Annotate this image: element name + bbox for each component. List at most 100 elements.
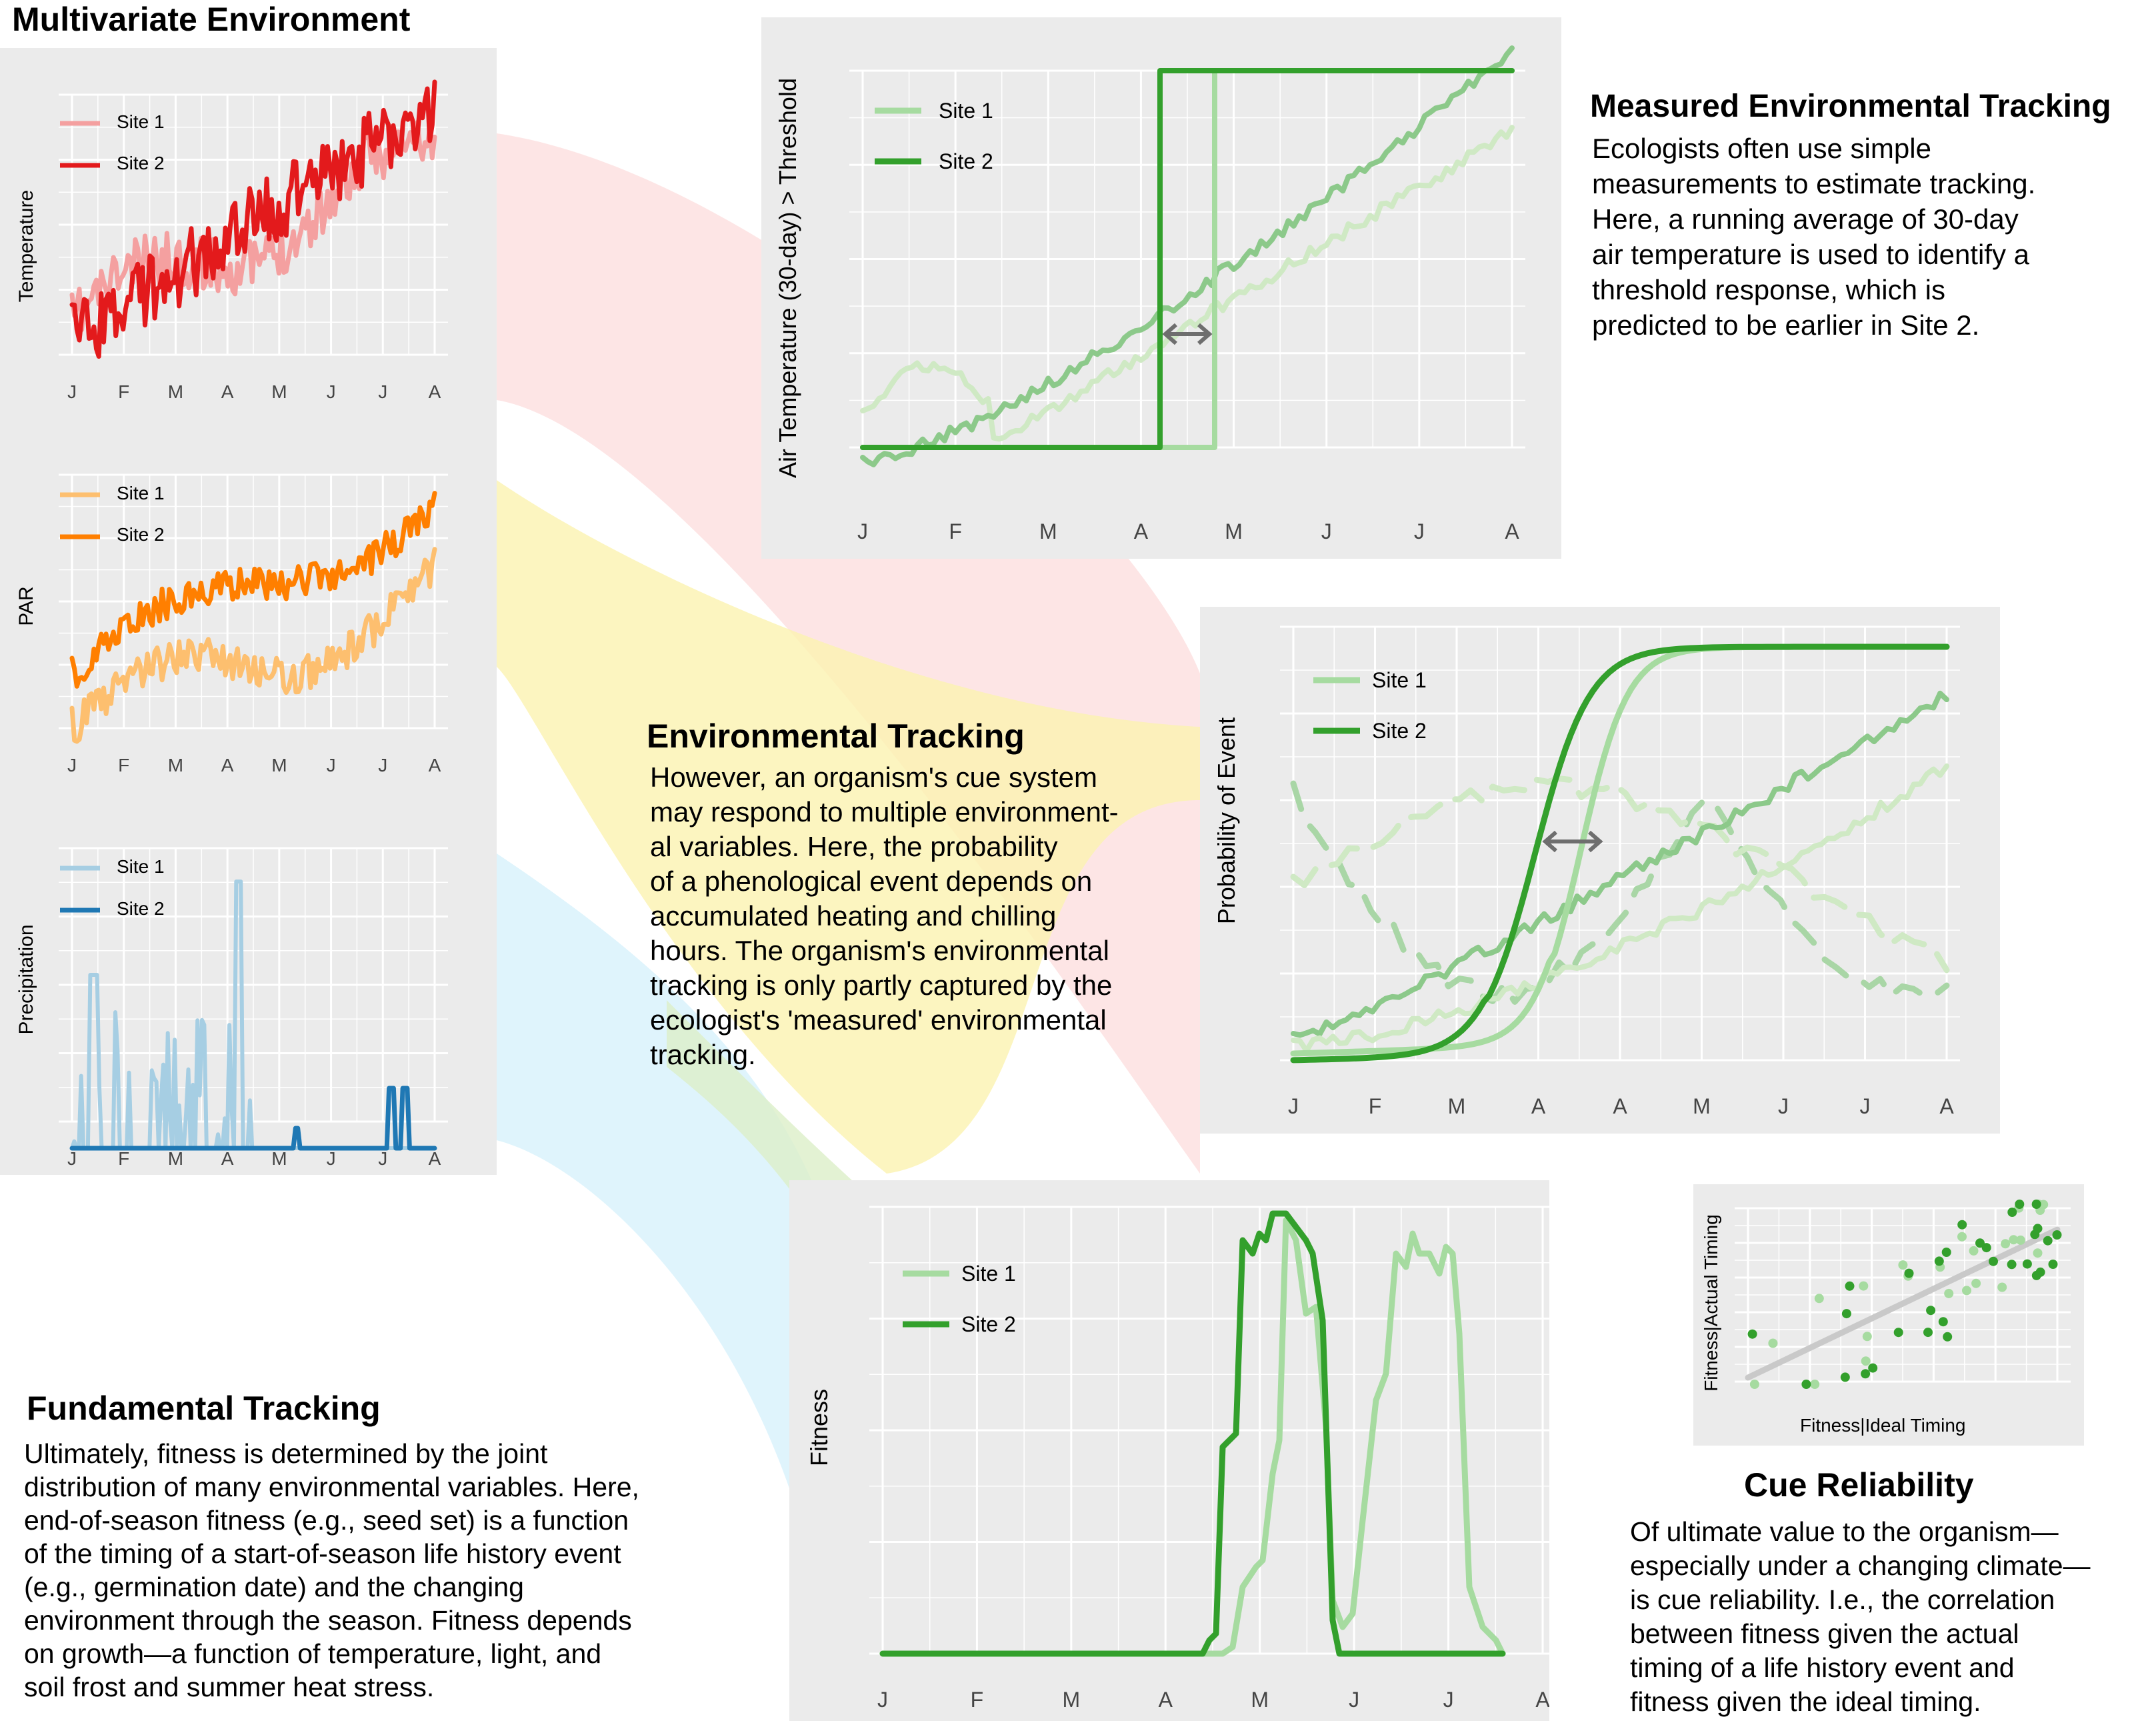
cue-point — [1861, 1356, 1871, 1366]
cue-heading: Cue Reliability — [1744, 1466, 1974, 1504]
fitness-ylabel: Fitness — [805, 1388, 833, 1467]
temperature-ylabel: Temperature — [15, 189, 37, 303]
month-tick-label: A — [1535, 1688, 1549, 1712]
cue-point — [2007, 1260, 2017, 1270]
month-tick-label: M — [1448, 1094, 1466, 1118]
cue-point — [1975, 1238, 1985, 1248]
cue-scatter — [1735, 1200, 2071, 1389]
fitness-series-site2 — [879, 1210, 1506, 1657]
measured-temp-curve-site1 — [860, 125, 1515, 442]
cue-point — [2035, 1267, 2045, 1277]
cue-point — [2015, 1235, 2025, 1245]
measured-ylabel: Air Temperature (30-day) > Threshold — [774, 78, 801, 478]
multivariate-panel: J F M A M J J A Temperature Site 1 Site 2 J F M A M… — [0, 48, 497, 1175]
cue-point — [1814, 1294, 1824, 1304]
cue-point — [1971, 1278, 1981, 1288]
env-arrow-head-right — [1588, 830, 1603, 853]
cue-point — [1841, 1309, 1851, 1319]
cue-point — [1943, 1332, 1953, 1342]
month-tick-label: F — [971, 1688, 984, 1712]
month-tick-label: M — [1039, 519, 1057, 543]
month-tick-label: A — [221, 381, 234, 402]
cue-point — [1840, 1372, 1850, 1382]
temp-legend-site1: Site 1 — [117, 111, 165, 132]
par-series-site1 — [69, 547, 437, 744]
cue-point — [2009, 1235, 2019, 1245]
cue-point — [1801, 1380, 1811, 1389]
month-tick-label: A — [1531, 1094, 1546, 1118]
cue-point — [2007, 1208, 2017, 1217]
env-probability-site2 — [1290, 643, 1950, 1064]
fundamental-heading: Fundamental Tracking — [27, 1390, 381, 1427]
cue-point — [1768, 1338, 1778, 1348]
month-tick-label: M — [1693, 1094, 1711, 1118]
cue-point — [1862, 1332, 1872, 1342]
cue-ylabel: Fitness|Actual Timing — [1701, 1214, 1721, 1392]
month-tick-label: M — [168, 381, 183, 402]
par-legend-site1: Site 1 — [117, 483, 165, 503]
measured-legend-site1: Site 1 — [939, 99, 993, 123]
cue-point — [1989, 1256, 1998, 1266]
month-tick-label: F — [118, 381, 129, 402]
cue-panel: Fitness|Ideal Timing Fitness|Actual Timi… — [1693, 1184, 2084, 1446]
cue-point — [1749, 1380, 1759, 1389]
cue-point — [1962, 1286, 1971, 1296]
measured-temp-curve-site2 — [860, 45, 1515, 467]
month-tick-label: A — [1505, 519, 1519, 543]
band-green — [667, 1000, 867, 1234]
cue-point — [1810, 1380, 1820, 1389]
multivariate-title: Multivariate Environment — [12, 1, 411, 38]
cue-point — [1923, 1328, 1933, 1338]
measured-legend-site2: Site 2 — [939, 149, 993, 173]
band-precip — [497, 853, 820, 1600]
fit-legend-site1: Site 1 — [961, 1262, 1016, 1286]
env-dashed-cue-b — [1290, 775, 1950, 974]
month-tick-label: M — [271, 381, 287, 402]
cue-body: Of ultimate value to the organism— espec… — [1630, 1516, 2091, 1717]
month-tick-label: M — [1225, 519, 1243, 543]
cue-point — [1938, 1317, 1948, 1327]
cue-point — [1926, 1306, 1936, 1316]
cue-point — [2033, 1224, 2043, 1234]
month-tick-label: A — [221, 755, 234, 775]
month-tick-label: M — [271, 1148, 287, 1169]
precip-series-site2 — [69, 1086, 437, 1151]
cue-point — [1957, 1232, 1967, 1242]
measured-arrow-head-left — [1162, 323, 1177, 345]
month-tick-label: J — [857, 519, 868, 543]
month-tick-label: A — [1613, 1094, 1627, 1118]
month-tick-label: M — [1063, 1688, 1081, 1712]
cue-fit-line — [1745, 1226, 2061, 1381]
month-tick-label: J — [1321, 519, 1332, 543]
month-tick-label: J — [1288, 1094, 1299, 1118]
env-accum-curve-site2 — [1291, 690, 1949, 1038]
cue-point — [2031, 1200, 2041, 1209]
month-tick-label: J — [327, 755, 336, 775]
cue-point — [1904, 1268, 1914, 1278]
month-tick-label: J — [1349, 1688, 1359, 1712]
fitness-series-site1 — [879, 1217, 1506, 1657]
month-tick-label: F — [1369, 1094, 1382, 1118]
measured-body: Ecologists often use simple measurements… — [1592, 133, 2036, 341]
cue-point — [2015, 1200, 2025, 1209]
environmental-ylabel: Probability of Event — [1213, 717, 1240, 925]
month-tick-label: J — [327, 1148, 336, 1169]
month-tick-label: M — [271, 755, 287, 775]
par-series-site2 — [69, 491, 437, 689]
month-tick-label: J — [1443, 1688, 1454, 1712]
month-tick-label: F — [118, 1148, 129, 1169]
month-tick-label: J — [67, 755, 77, 775]
month-tick-label: F — [118, 755, 129, 775]
month-tick-label: J — [67, 1148, 77, 1169]
cue-xlabel: Fitness|Ideal Timing — [1800, 1415, 1966, 1436]
cue-point — [2043, 1236, 2053, 1246]
cue-point — [1747, 1329, 1757, 1339]
month-tick-label: A — [221, 1148, 234, 1169]
cue-point — [2033, 1248, 2043, 1258]
month-tick-label: J — [877, 1688, 888, 1712]
